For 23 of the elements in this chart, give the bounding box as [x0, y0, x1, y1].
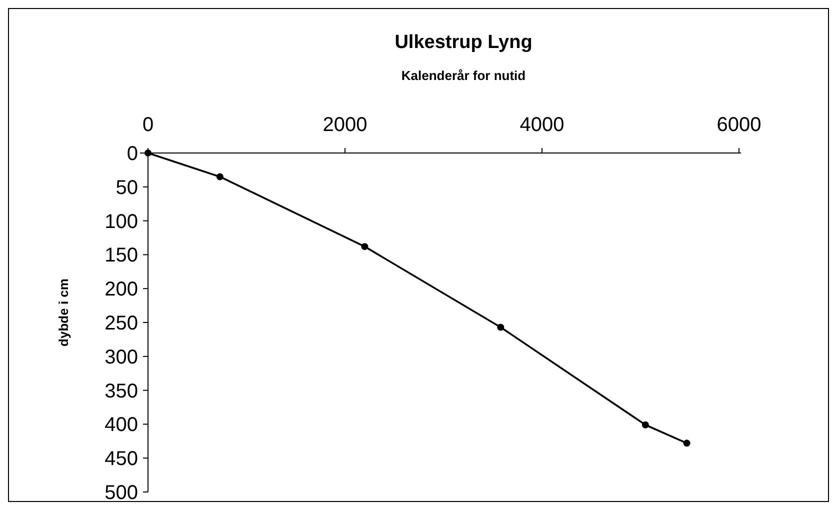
x-tick-label: 6000 — [716, 114, 762, 136]
y-tick-label: 500 — [104, 482, 138, 504]
y-tick-label: 350 — [104, 380, 138, 402]
point — [497, 324, 504, 331]
point — [642, 421, 649, 428]
x-tick-label: 4000 — [520, 114, 564, 136]
y-tick-label: 50 — [116, 176, 138, 199]
point — [216, 173, 224, 180]
y-tick-label: 0 — [126, 143, 138, 165]
y-axis-title: dybde i cm — [56, 278, 71, 346]
x-tick-label: 0 — [142, 114, 154, 136]
point — [683, 440, 690, 447]
y-tick-label: 150 — [104, 244, 138, 267]
x-axis-title: Kalenderår for nutid — [401, 68, 526, 83]
y-tick-label: 300 — [104, 346, 138, 368]
point — [361, 243, 368, 250]
y-tick-label: 200 — [104, 278, 138, 301]
y-tick-label: 100 — [104, 210, 138, 233]
y-tick-label: 250 — [104, 312, 138, 334]
y-tick-label: 400 — [104, 414, 138, 436]
x-tick-label: 2000 — [322, 114, 368, 136]
y-tick-label: 450 — [104, 448, 138, 470]
chart-title: Ulkestrup Lyng — [394, 32, 532, 53]
